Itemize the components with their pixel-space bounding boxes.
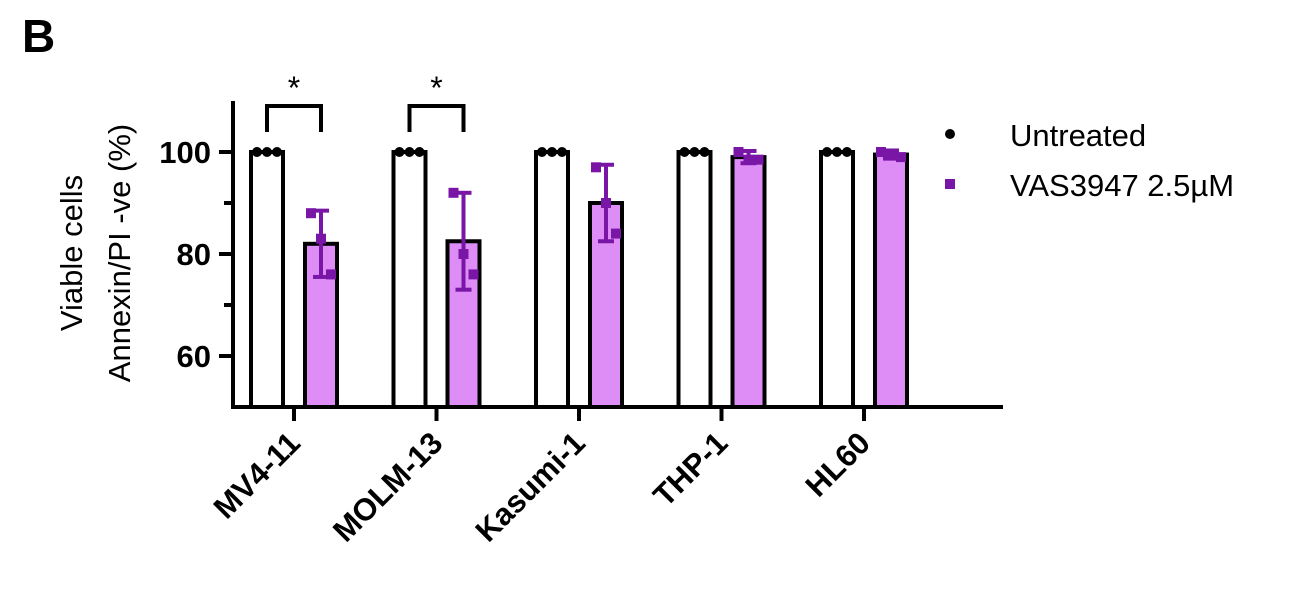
- bar-untreated: [819, 150, 855, 409]
- legend-label-treated: VAS3947 2.5µM: [1010, 168, 1234, 203]
- data-point-treated: [448, 187, 459, 198]
- data-point-untreated: [394, 147, 405, 157]
- data-point-treated: [743, 154, 754, 165]
- y-axis-label-line: Viable cells: [54, 175, 89, 331]
- panel-label: B: [22, 10, 55, 62]
- legend: Untreated VAS3947 2.5µM: [945, 118, 1234, 203]
- data-point-treated: [876, 147, 886, 157]
- significance-label: *: [430, 70, 442, 106]
- bar-treated: [730, 155, 767, 409]
- y-tick-label: 60: [177, 339, 211, 374]
- y-axis-label: Viable cells Annexin/PI -ve (%): [54, 124, 137, 382]
- bar-treated: [873, 152, 909, 409]
- data-point-untreated: [547, 147, 557, 157]
- x-axis: MV4-11 MOLM-13 Kasumi-1 THP-1 HL60: [207, 405, 1003, 549]
- legend-label-untreated: Untreated: [1010, 118, 1146, 153]
- data-point-treated: [886, 149, 896, 160]
- y-tick-label: 80: [177, 237, 211, 272]
- data-point-untreated: [414, 147, 425, 157]
- x-tick-label: HL60: [799, 425, 877, 503]
- data-point-treated: [733, 147, 744, 157]
- bar-untreated: [391, 150, 428, 409]
- data-point-untreated: [699, 147, 710, 157]
- y-tick-label: 100: [159, 135, 211, 170]
- data-point-treated: [591, 162, 601, 173]
- significance-label: *: [288, 70, 300, 106]
- data-point-untreated: [822, 147, 832, 157]
- data-point-treated: [458, 249, 469, 259]
- significance-bracket: [407, 104, 466, 132]
- x-tick-label: MOLM-13: [326, 425, 449, 548]
- legend-marker-untreated: [945, 129, 955, 139]
- data-point-treated: [326, 269, 336, 280]
- data-point-treated: [601, 198, 611, 208]
- legend-marker-treated: [945, 179, 955, 189]
- bars: [249, 147, 909, 409]
- bar-untreated: [534, 150, 570, 409]
- data-point-untreated: [689, 147, 700, 157]
- data-point-treated: [306, 208, 316, 219]
- y-axis: 60 80 100: [159, 101, 235, 409]
- bar-untreated: [676, 150, 713, 409]
- data-point-treated: [896, 152, 906, 163]
- data-point-treated: [468, 269, 479, 280]
- y-axis-label-line: Annexin/PI -ve (%): [102, 124, 137, 382]
- data-point-untreated: [537, 147, 547, 157]
- significance-bracket: [265, 104, 323, 132]
- data-point-treated: [316, 233, 326, 244]
- data-point-untreated: [252, 147, 262, 157]
- x-tick-label: Kasumi-1: [469, 425, 592, 548]
- data-point-untreated: [832, 147, 842, 157]
- data-point-untreated: [404, 147, 415, 157]
- x-tick-label: MV4-11: [207, 425, 307, 525]
- data-point-untreated: [557, 147, 567, 157]
- data-point-treated: [753, 154, 764, 165]
- x-tick-label: THP-1: [646, 425, 734, 513]
- data-point-untreated: [272, 147, 282, 157]
- data-point-untreated: [679, 147, 690, 157]
- significance-annotations: * *: [265, 70, 466, 132]
- data-point-untreated: [262, 147, 272, 157]
- data-point-treated: [611, 228, 621, 239]
- bar-untreated: [249, 150, 285, 409]
- data-point-untreated: [842, 147, 852, 157]
